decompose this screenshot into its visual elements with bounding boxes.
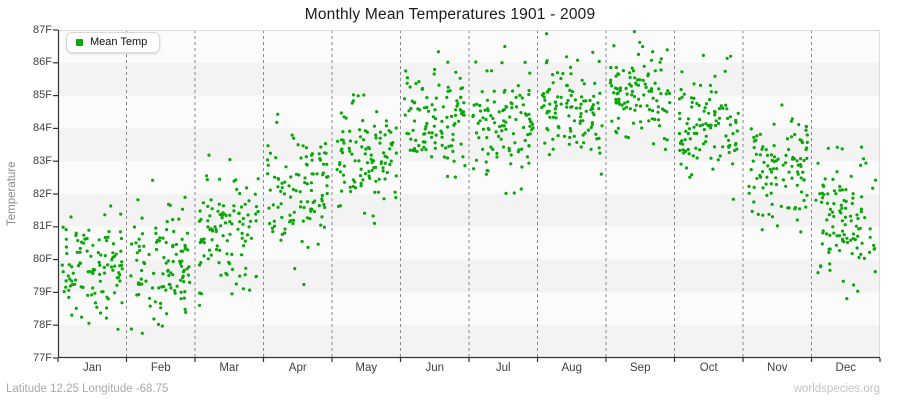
coordinates-caption: Latitude 12.25 Longitude -68.75: [6, 383, 169, 395]
scatter-points: [60, 30, 878, 335]
x-tick-label: Sep: [630, 362, 651, 374]
x-tick-label: Nov: [767, 362, 788, 374]
axes: [53, 29, 881, 362]
x-tick-label: Aug: [561, 362, 582, 374]
y-tick-label: 79F: [33, 285, 52, 298]
y-tick-label: 86F: [33, 56, 52, 69]
source-watermark: worldspecies.org: [793, 383, 880, 395]
x-tick-label: Jan: [82, 362, 102, 374]
y-tick-label: 80F: [33, 253, 52, 266]
x-tick-label: Dec: [835, 362, 856, 374]
x-tick-label: Apr: [288, 362, 307, 374]
x-tick-label: Mar: [219, 362, 240, 374]
y-tick-label: 78F: [33, 318, 52, 331]
y-tick-label: 87F: [33, 23, 52, 36]
plot-border: [58, 30, 880, 358]
y-tick-label: 84F: [33, 121, 52, 134]
month-gridlines: [126, 30, 812, 358]
chart-title: Monthly Mean Temperatures 1901 - 2009: [304, 6, 596, 23]
plot-canvas: [53, 29, 881, 362]
y-tick-label: 81F: [33, 220, 52, 233]
x-tick-label: May: [355, 362, 378, 374]
x-tick-label: Oct: [699, 362, 718, 374]
legend-label: Mean Temp: [90, 36, 148, 48]
x-tick-label: Jul: [495, 362, 511, 374]
y-tick-label: 77F: [33, 351, 52, 364]
legend-marker-icon: [76, 38, 83, 46]
y-tick-label: 85F: [33, 89, 52, 102]
x-tick-label: Feb: [150, 362, 171, 374]
plot-area: [53, 29, 881, 362]
legend: Mean Temp: [66, 32, 161, 53]
x-tick-label: Jun: [425, 362, 445, 374]
y-tick-label: 83F: [33, 154, 52, 167]
y-tick-label: 82F: [33, 187, 52, 200]
